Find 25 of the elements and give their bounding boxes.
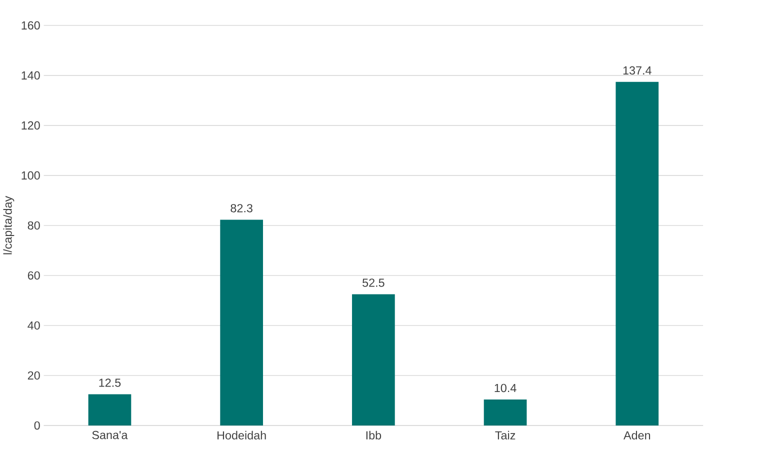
y-tick-label: 100 [22, 171, 40, 180]
y-tick-label: 120 [22, 121, 40, 130]
x-tick-label: Hodeidah [218, 431, 266, 440]
data-label: 82.3 [230, 204, 252, 212]
y-tick-label: 20 [28, 371, 40, 380]
y-tick-label: 40 [28, 321, 40, 330]
data-label: 137.4 [623, 66, 652, 75]
y-tick-label: 140 [22, 71, 40, 80]
bar [352, 294, 395, 426]
data-label: 52.5 [362, 278, 384, 287]
y-tick-label: 160 [22, 21, 40, 30]
data-label: 12.5 [99, 378, 121, 387]
y-tick-label: 80 [28, 221, 40, 230]
y-tick-label: 0 [34, 421, 40, 430]
x-tick-label: Aden [624, 431, 650, 440]
data-label: 10.4 [494, 384, 516, 392]
y-tick-label: 60 [28, 271, 40, 280]
bar [88, 394, 132, 426]
x-tick-label: Sana'a [92, 431, 128, 440]
bar [484, 400, 527, 426]
y-axis-title: l/capita/day [3, 196, 14, 254]
bar [616, 82, 659, 426]
x-tick-label: Taiz [495, 431, 516, 440]
bar [220, 220, 264, 426]
x-tick-label: Ibb [366, 431, 382, 440]
